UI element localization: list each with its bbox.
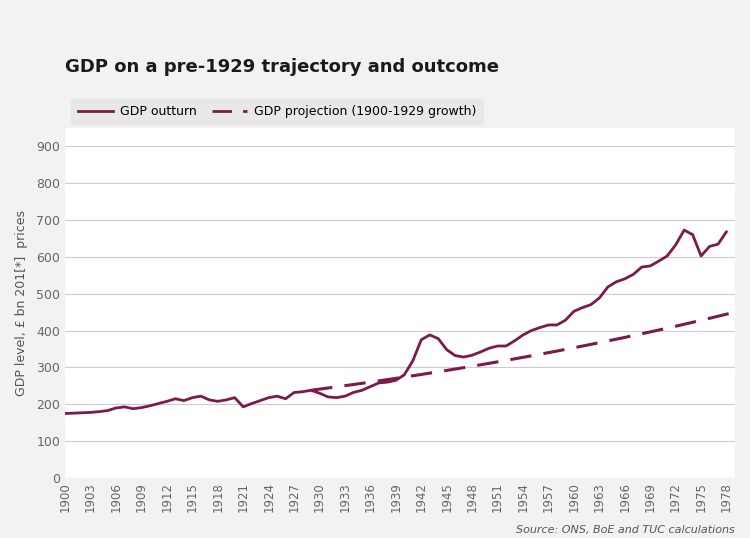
GDP outturn [544, 322, 553, 328]
GDP projection (1900-1929 growth) [307, 387, 316, 393]
Legend: GDP outturn, GDP projection (1900-1929 growth): GDP outturn, GDP projection (1900-1929 g… [71, 99, 483, 124]
GDP outturn [680, 227, 688, 233]
GDP outturn [222, 397, 231, 403]
GDP outturn [722, 229, 731, 235]
Line: GDP projection (1900-1929 growth): GDP projection (1900-1929 growth) [311, 312, 735, 390]
GDP projection (1900-1929 growth) [400, 374, 409, 380]
GDP outturn [323, 394, 332, 400]
GDP outturn [61, 410, 70, 417]
GDP projection (1900-1929 growth) [722, 311, 731, 317]
GDP projection (1900-1929 growth) [586, 341, 596, 348]
GDP outturn [238, 404, 248, 410]
GDP projection (1900-1929 growth) [730, 309, 740, 315]
Text: GDP on a pre-1929 trajectory and outcome: GDP on a pre-1929 trajectory and outcome [65, 58, 500, 76]
GDP projection (1900-1929 growth) [442, 367, 452, 374]
GDP outturn [332, 394, 341, 401]
GDP projection (1900-1929 growth) [612, 336, 621, 342]
Y-axis label: GDP level, £ bn 201[*]  prices: GDP level, £ bn 201[*] prices [15, 210, 28, 396]
GDP projection (1900-1929 growth) [433, 369, 442, 375]
GDP outturn [442, 346, 452, 353]
Line: GDP outturn: GDP outturn [65, 230, 727, 414]
Text: Source: ONS, BoE and TUC calculations: Source: ONS, BoE and TUC calculations [516, 525, 735, 535]
